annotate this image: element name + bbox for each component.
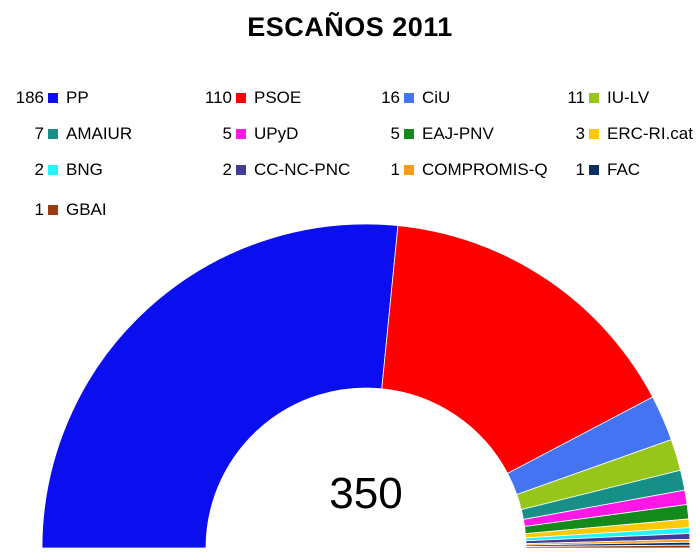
legend-swatch [589,129,599,139]
legend-party-name: FAC [607,160,641,179]
legend-seat-count: 186 [15,88,44,107]
total-seats-label: 350 [329,469,402,518]
legend-swatch [236,165,246,175]
legend-item: 16 CiU [370,84,450,112]
legend-swatch [48,165,58,175]
legend-swatch [404,93,414,103]
chart-slices [41,223,691,549]
legend-party-name: BNG [66,160,103,179]
legend-item: 186 PP [4,84,89,112]
legend-party-name: AMAIUR [66,124,133,143]
legend-seat-count: 1 [390,160,400,179]
legend-item: 5 UPyD [186,120,299,148]
legend-party-name: GBAI [66,200,107,219]
legend-party-name: PP [66,88,89,107]
slice-pp [41,223,399,549]
legend-item: 1 GBAI [4,196,107,224]
legend-seat-count: 16 [381,88,400,107]
legend-swatch [589,165,599,175]
legend: 186 PP 110 PSOE 16 CiU 11 IU-LV 7 AMAIUR 5 UPyD 5 EAJ… [0,84,700,234]
legend-seat-count: 3 [575,124,585,143]
legend-item: 7 AMAIUR [4,120,133,148]
legend-item: 11 IU-LV [555,84,649,112]
legend-item: 1 COMPROMIS-Q [370,156,548,184]
legend-seat-count: 2 [222,160,232,179]
legend-swatch [48,93,58,103]
legend-seat-count: 5 [390,124,400,143]
legend-item: 5 EAJ-PNV [370,120,494,148]
legend-item: 3 ERC-RI.cat [555,120,693,148]
legend-swatch [48,205,58,215]
legend-swatch [48,129,58,139]
legend-party-name: IU-LV [607,88,650,107]
legend-seat-count: 1 [34,200,44,219]
legend-swatch [236,93,246,103]
legend-seat-count: 7 [34,124,44,143]
legend-swatch [404,165,414,175]
legend-item: 2 CC-NC-PNC [186,156,351,184]
slice-psoe [381,225,654,474]
legend-seat-count: 110 [204,88,232,107]
legend-party-name: CC-NC-PNC [254,160,351,179]
legend-swatch [404,129,414,139]
slice-gbai [525,544,691,549]
legend-party-name: CiU [422,88,451,107]
legend-seat-count: 1 [575,160,585,179]
legend-seat-count: 2 [34,160,44,179]
legend-party-name: ERC-RI.cat [607,124,693,143]
legend-item: 1 FAC [555,156,641,184]
legend-party-name: EAJ-PNV [422,124,494,143]
chart-title: ESCAÑOS 2011 [247,12,453,42]
legend-item: 110 PSOE [186,84,301,112]
legend-party-name: UPyD [254,124,299,143]
legend-seat-count: 11 [567,88,585,107]
legend-swatch [236,129,246,139]
legend-swatch [589,93,599,103]
legend-party-name: COMPROMIS-Q [422,160,548,179]
legend-seat-count: 5 [222,124,232,143]
legend-item: 2 BNG [4,156,103,184]
legend-party-name: PSOE [254,88,302,107]
